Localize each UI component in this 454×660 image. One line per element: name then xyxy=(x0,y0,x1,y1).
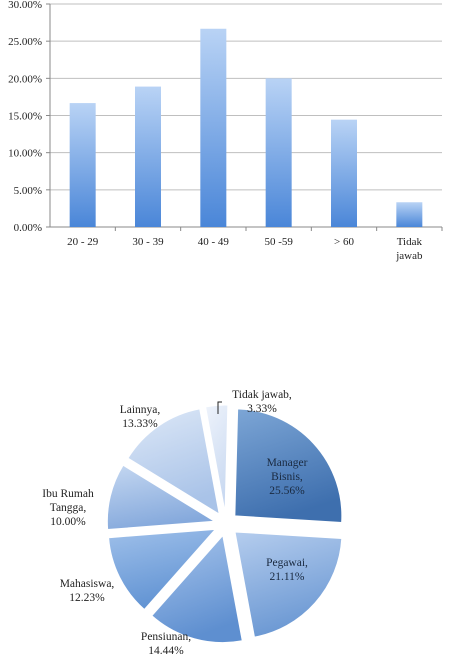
pie-slice-label: Ibu Rumah Tangga, 10.00% xyxy=(42,488,94,528)
bar xyxy=(265,78,292,227)
bar-x-tick-label: Tidak jawab xyxy=(395,236,423,262)
pie-slice-label: Tidak jawab, 3.33% xyxy=(232,389,292,415)
bar-x-tick-label: 30 - 39 xyxy=(132,236,164,248)
bar xyxy=(200,28,227,227)
pie-slice xyxy=(108,528,217,611)
bar-x-ticks: 20 - 29 30 - 39 40 - 49 50 -59 > 60 Tidak jawa… xyxy=(67,236,423,262)
pie-slice xyxy=(205,404,229,513)
pie-slice-label: Lainnya, 13.33% xyxy=(120,404,161,430)
pie-slice xyxy=(127,408,220,516)
pie-slice-label: Pensiunan, 14.44% xyxy=(141,631,191,657)
pie-slice-label: Pegawai, 21.11% xyxy=(266,557,308,583)
pie-slice xyxy=(234,408,343,523)
pie-slice xyxy=(106,464,216,531)
bar-y-tick-label: 20.00% xyxy=(8,73,42,85)
bar-x-tick-label: 20 - 29 xyxy=(67,236,99,248)
pie-slice-label: Manager Bisnis, 25.56% xyxy=(267,457,308,497)
pie-slice xyxy=(234,531,343,638)
bar xyxy=(69,103,96,227)
bar-series xyxy=(69,28,423,227)
bar-y-ticks: 0.00% 5.00% 10.00% 15.00% 20.00% 25.00% 30.00% xyxy=(8,0,42,234)
bar-chart: 0.00% 5.00% 10.00% 15.00% 20.00% 25.00% 30.00%… xyxy=(8,0,443,262)
bar xyxy=(135,86,161,227)
bar-y-tick-label: 30.00% xyxy=(8,0,42,11)
bar-y-tick-label: 15.00% xyxy=(8,111,42,123)
pie-slices xyxy=(106,404,343,644)
bar xyxy=(331,119,357,227)
bar-y-tick-label: 25.00% xyxy=(8,36,42,48)
pie-leader-line xyxy=(217,401,222,414)
bar-y-tick-label: 0.00% xyxy=(14,222,42,234)
pie-slice xyxy=(151,534,243,644)
bar-x-tick-label: > 60 xyxy=(334,236,354,248)
bar-y-tick-label: 5.00% xyxy=(14,185,42,197)
pie-leader-lines xyxy=(217,401,222,414)
bar-y-tick-label: 10.00% xyxy=(8,148,42,160)
bar-x-tick-label: 50 -59 xyxy=(264,236,293,248)
bar-grid xyxy=(46,3,443,231)
pie-slice-label: Mahasiswa, 12.23% xyxy=(60,578,115,604)
pie-labels: Manager Bisnis, 25.56% Pegawai, 21.11% Pensiu… xyxy=(42,389,308,657)
bar xyxy=(396,202,423,227)
bar-x-tick-label: 40 - 49 xyxy=(198,236,230,248)
